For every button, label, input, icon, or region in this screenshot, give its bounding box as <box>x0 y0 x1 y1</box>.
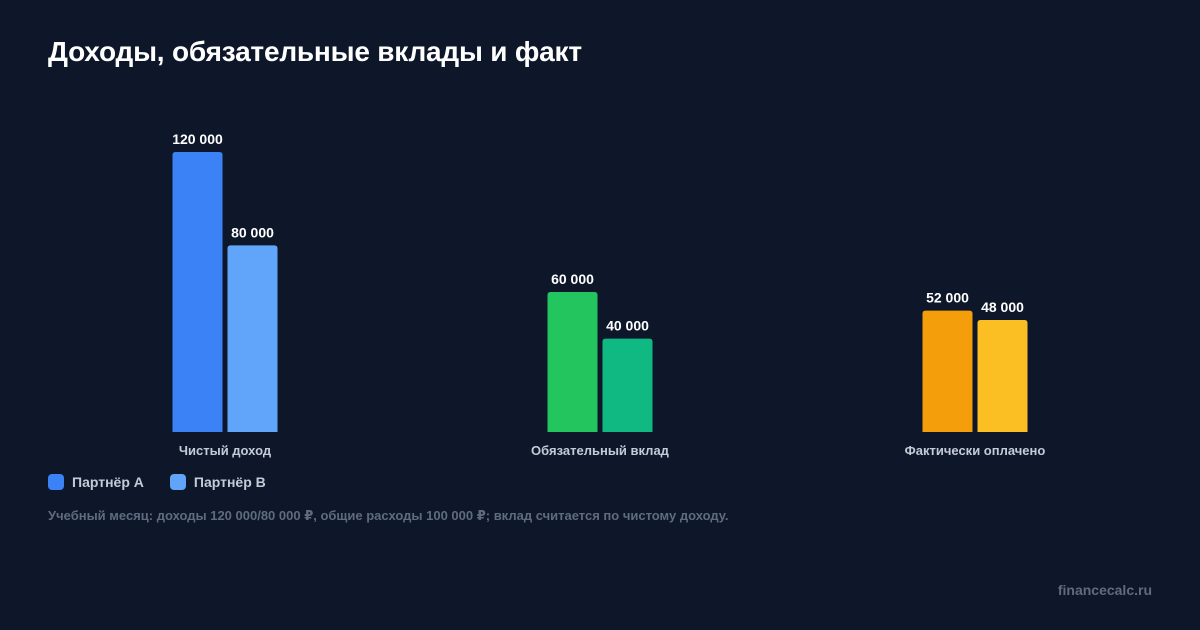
bar-value-label-2-1: 48 000 <box>981 299 1024 315</box>
bar-0-0 <box>172 152 223 432</box>
legend-item-partner-b: Партнёр В <box>169 474 266 490</box>
bar-value-label-1-1: 40 000 <box>606 318 649 334</box>
bar-value-label-0-1: 80 000 <box>231 224 274 240</box>
legend-swatch-partner-b <box>169 474 186 490</box>
legend-item-partner-a: Партнёр А <box>48 474 144 490</box>
category-label-1: Обязательный вклад <box>531 443 670 458</box>
bar-value-label-0-0: 120 000 <box>172 131 223 147</box>
bar-1-0 <box>547 292 598 432</box>
legend-label-partner-b: Партнёр В <box>193 474 266 490</box>
legend-label-partner-a: Партнёр А <box>72 474 144 490</box>
bar-value-label-1-0: 60 000 <box>551 271 594 287</box>
bar-value-label-2-0: 52 000 <box>926 290 969 306</box>
legend-swatch-partner-a <box>48 474 64 490</box>
category-label-0: Чистый доход <box>179 443 272 458</box>
bar-2-1 <box>977 320 1028 432</box>
bar-chart: 120 000 80 000 Чистый доход 60 000 40 000 Обя… <box>172 131 1046 458</box>
legend: Партнёр А Партнёр В <box>48 474 266 490</box>
bar-0-1 <box>227 245 278 432</box>
bar-2-0 <box>922 310 973 432</box>
footnote: Учебный месяц: доходы 120 000/80 000 ₽, … <box>48 508 729 523</box>
brand-label: financecalc.ru <box>1057 582 1152 598</box>
chart-title: Доходы, обязательные вклады и факт <box>48 36 582 67</box>
bar-1-1 <box>602 338 653 432</box>
category-label-2: Фактически оплачено <box>905 443 1046 458</box>
